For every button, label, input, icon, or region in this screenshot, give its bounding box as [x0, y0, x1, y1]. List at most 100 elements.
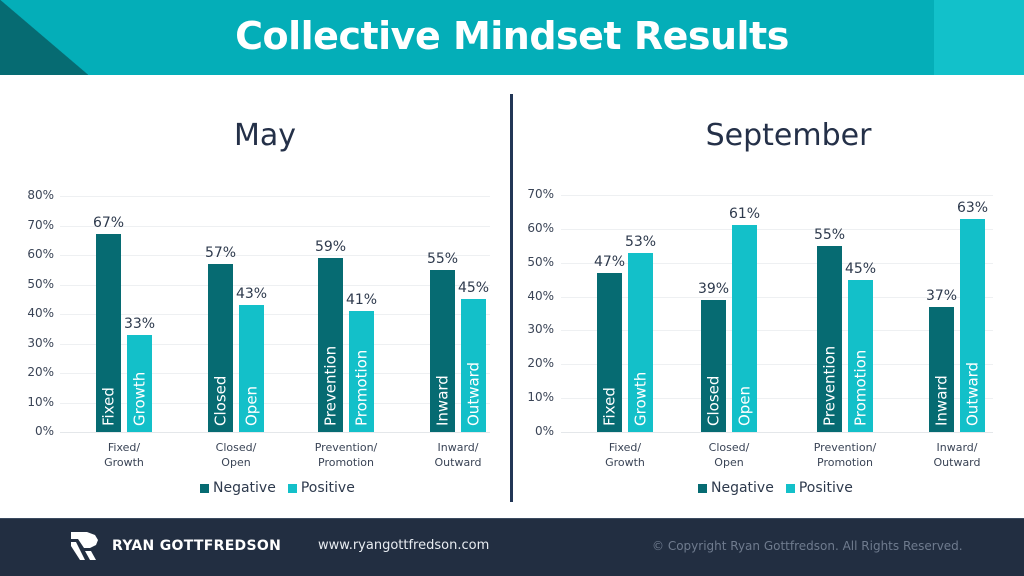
bar-positive: Open — [732, 225, 757, 432]
bar-inner-label: Growth — [130, 371, 148, 426]
gridline — [561, 195, 993, 196]
legend-item-negative: Negative — [200, 480, 276, 496]
bar-inner-label: Prevention — [820, 345, 838, 426]
header-banner: Collective Mindset Results — [0, 0, 1024, 75]
chart-legend: Negative Positive — [200, 480, 355, 496]
bar-positive: Open — [239, 305, 264, 432]
bar-positive: Outward — [461, 299, 486, 432]
bar-negative: Fixed — [597, 272, 622, 432]
y-axis-tick-label: 70% — [27, 217, 54, 232]
data-label: 41% — [345, 292, 378, 309]
bar-inner-label: Closed — [704, 375, 722, 426]
bar-inner-label: Closed — [211, 375, 229, 426]
y-axis-tick-label: 80% — [27, 188, 54, 202]
header-accent-triangle — [0, 0, 88, 75]
x-axis-category-label: Closed/Open — [215, 441, 257, 469]
data-label: 47% — [593, 253, 626, 270]
data-label: 61% — [728, 206, 761, 223]
bar-inner-label: Promotion — [851, 349, 869, 426]
legend-label: Negative — [711, 480, 774, 496]
y-axis-tick-label: 50% — [27, 276, 54, 291]
legend-label: Negative — [213, 480, 276, 496]
x-axis-category-label: Prevention/Promotion — [813, 441, 877, 469]
legend-swatch-positive — [287, 483, 297, 493]
y-axis-tick-label: 60% — [527, 220, 554, 235]
website-link[interactable]: www.ryangottfredson.com — [318, 538, 490, 553]
gridline — [561, 296, 993, 298]
y-axis-tick-label: 0% — [534, 424, 554, 438]
chart-legend: Negative Positive — [698, 480, 853, 496]
data-label: 39% — [697, 280, 730, 297]
x-axis-category-label: Fixed/Growth — [104, 441, 144, 469]
legend-label: Positive — [300, 480, 355, 496]
gridline — [60, 343, 490, 345]
bar-positive: Growth — [628, 252, 653, 432]
chart-panel-may: May 0% 10% 20% 30% 40% 50% 60% 70% 80% Fixed 67% Gr… — [0, 90, 500, 510]
bar-negative: Fixed — [96, 234, 121, 432]
legend-item-positive: Positive — [287, 480, 355, 496]
copyright-text: © Copyright Ryan Gottfredson. All Rights… — [652, 539, 963, 553]
bar-inner-label: Outward — [464, 361, 482, 426]
data-label: 55% — [426, 250, 459, 267]
bar-positive: Growth — [127, 334, 152, 432]
x-axis-line — [60, 432, 490, 433]
data-label: 59% — [314, 238, 347, 255]
bar-inner-label: Outward — [963, 361, 981, 426]
data-label: 55% — [813, 226, 846, 243]
legend-label: Positive — [798, 480, 853, 496]
bar-inner-label: Prevention — [321, 345, 339, 426]
y-axis-tick-label: 20% — [27, 365, 54, 379]
gridline — [60, 314, 490, 315]
data-label: 45% — [457, 280, 490, 297]
gridline — [60, 225, 490, 227]
data-label: 43% — [235, 286, 268, 303]
bar-positive: Outward — [960, 218, 985, 432]
data-label: 53% — [624, 233, 657, 250]
chart-panel-september: September 0% 10% 20% 30% 40% 50% 60% 70% Fixed 47… — [513, 90, 1024, 510]
data-label: 37% — [925, 287, 958, 304]
bar-inner-label: Fixed — [600, 387, 618, 426]
legend-item-negative: Negative — [698, 480, 774, 496]
data-label: 45% — [844, 260, 877, 277]
gridline — [561, 398, 993, 400]
page-title: Collective Mindset Results — [235, 14, 789, 58]
y-axis-tick-label: 30% — [527, 322, 554, 337]
gridline — [561, 228, 993, 230]
bar-inner-label: Open — [242, 385, 260, 426]
y-axis-tick-label: 20% — [527, 356, 554, 371]
bar-negative: Closed — [208, 263, 233, 432]
x-axis-line — [561, 432, 993, 433]
x-axis-category-label: Closed/Open — [708, 441, 750, 469]
x-axis-category-label: Inward/Outward — [434, 441, 482, 469]
bar-negative: Inward — [430, 269, 455, 432]
data-label: 63% — [956, 199, 989, 216]
data-label: 33% — [123, 315, 156, 332]
brand-logo-icon — [71, 532, 98, 560]
header-accent-block — [934, 0, 1024, 75]
bar-negative: Closed — [701, 299, 726, 432]
y-axis-tick-label: 50% — [527, 254, 554, 269]
bar-positive: Promotion — [848, 279, 873, 432]
chart-title: September — [705, 118, 872, 153]
bar-negative: Prevention — [817, 245, 842, 432]
gridline — [561, 330, 993, 332]
bar-positive: Promotion — [349, 311, 374, 432]
gridline — [60, 373, 490, 374]
gridline — [60, 196, 490, 197]
chart-title: May — [233, 118, 297, 153]
panel-divider — [510, 94, 513, 502]
y-axis-tick-label: 30% — [27, 335, 54, 350]
x-axis-category-label: Prevention/Promotion — [314, 441, 378, 469]
bar-chart: 0% 10% 20% 30% 40% 50% 60% 70% Fixed 47% Growth 53%… — [513, 90, 1024, 510]
gridline — [561, 364, 993, 366]
bar-inner-label: Growth — [631, 371, 649, 426]
data-label: 57% — [204, 244, 237, 261]
y-axis-tick-label: 60% — [27, 247, 54, 261]
x-axis-category-label: Fixed/Growth — [605, 441, 645, 469]
brand-name: RYAN GOTTFREDSON — [112, 538, 282, 554]
bar-chart: 0% 10% 20% 30% 40% 50% 60% 70% 80% Fixed 67% Growth… — [0, 90, 500, 510]
bar-inner-label: Inward — [932, 375, 950, 426]
legend-swatch-positive — [785, 483, 795, 493]
bar-negative: Inward — [929, 306, 954, 432]
